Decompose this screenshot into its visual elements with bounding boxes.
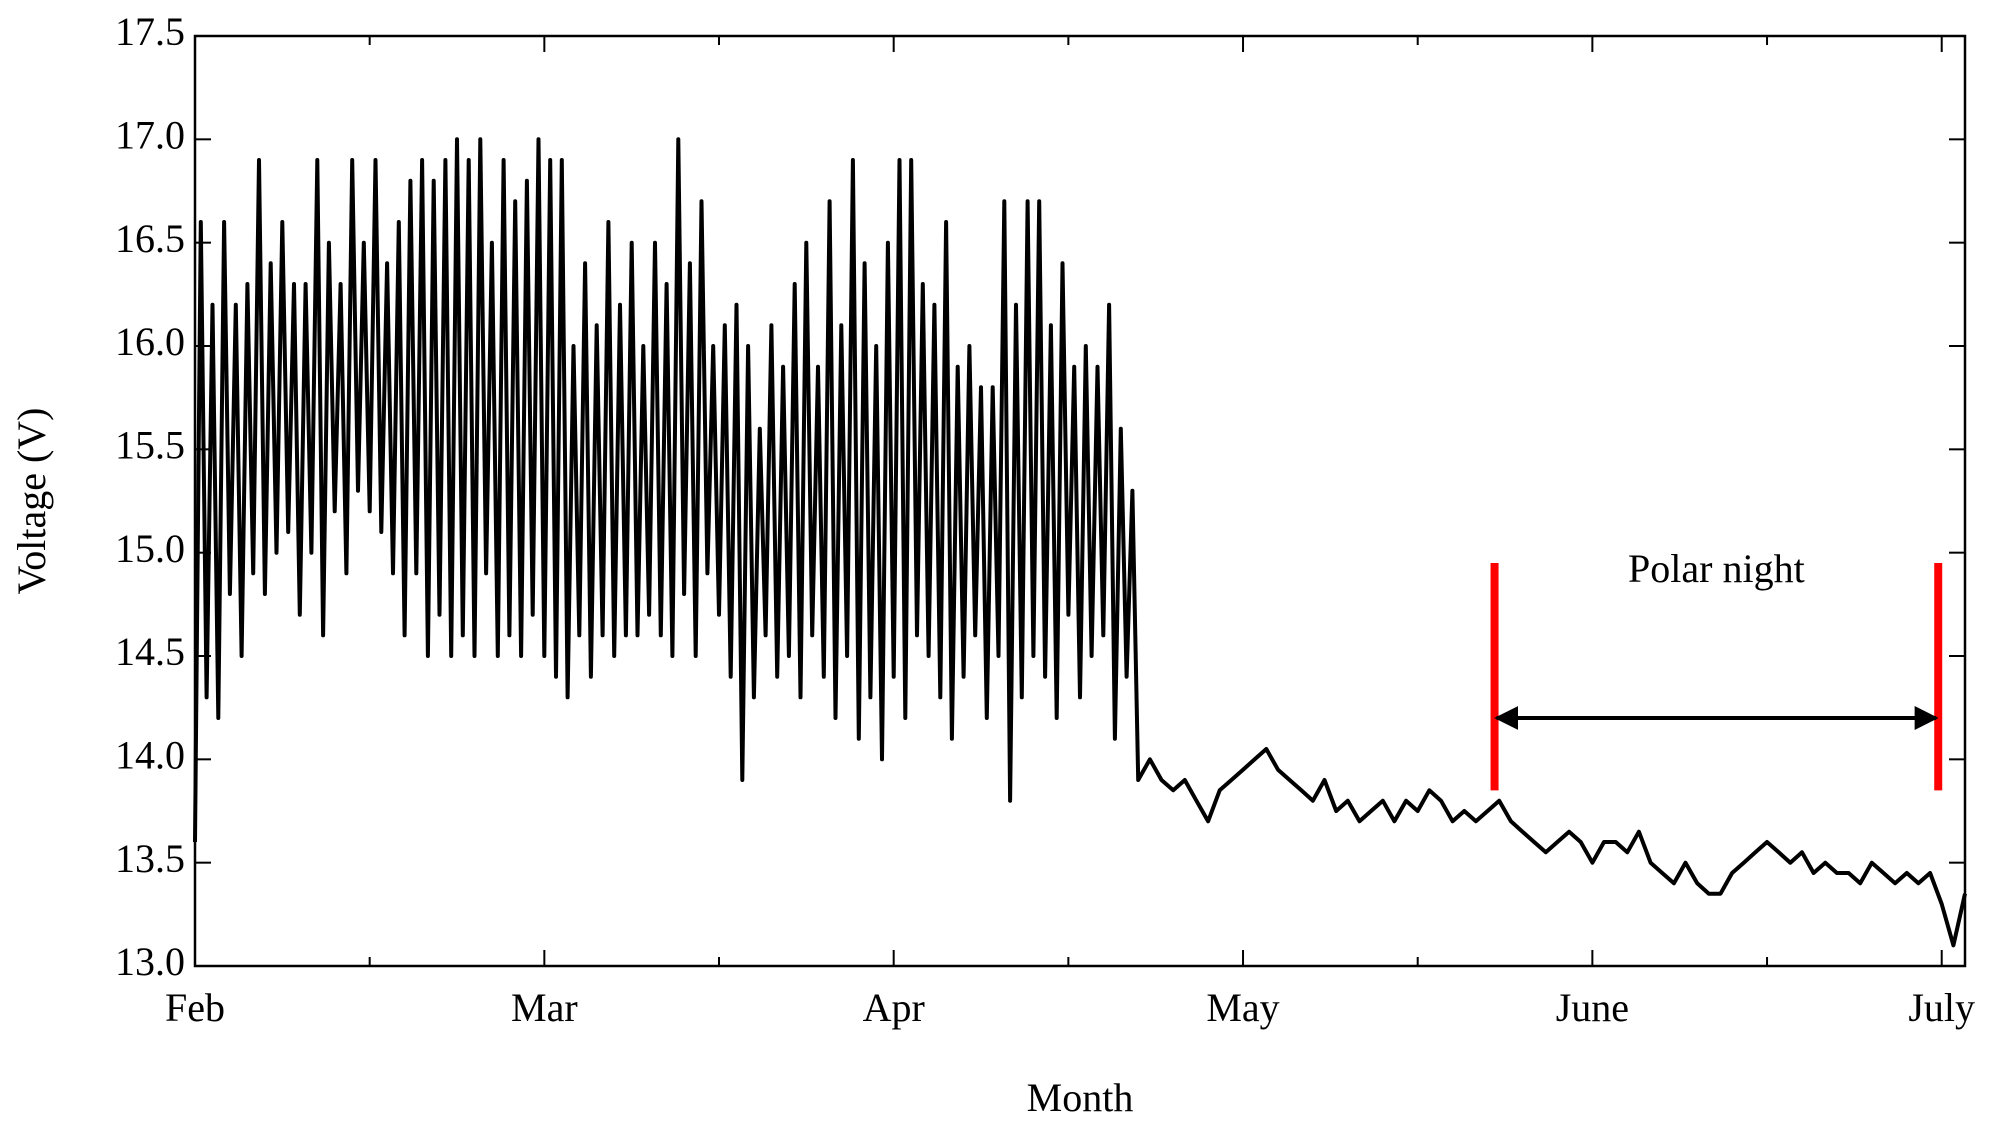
x-tick-label: Apr (863, 985, 925, 1030)
x-tick-label: Feb (165, 985, 225, 1030)
y-tick-label: 13.5 (115, 836, 185, 881)
annotation-text: Polar night (1628, 546, 1805, 591)
y-tick-label: 17.0 (115, 113, 185, 158)
y-tick-label: 14.5 (115, 629, 185, 674)
plot-frame (193, 34, 1967, 968)
x-axis-title: Month (1027, 1075, 1134, 1120)
y-tick-label: 16.5 (115, 216, 185, 261)
x-tick-label: July (1908, 985, 1975, 1030)
y-tick-label: 16.0 (115, 319, 185, 364)
x-tick-label: June (1556, 985, 1629, 1030)
voltage-line (193, 137, 1967, 948)
y-tick-label: 17.5 (115, 9, 185, 54)
y-axis-title: Voltage (V) (9, 408, 54, 595)
x-tick-label: May (1206, 985, 1279, 1030)
y-tick-label: 15.0 (115, 526, 185, 571)
y-tick-label: 14.0 (115, 733, 185, 778)
y-tick-label: 13.0 (115, 939, 185, 984)
x-tick-label: Mar (511, 985, 578, 1030)
y-tick-label: 15.5 (115, 423, 185, 468)
